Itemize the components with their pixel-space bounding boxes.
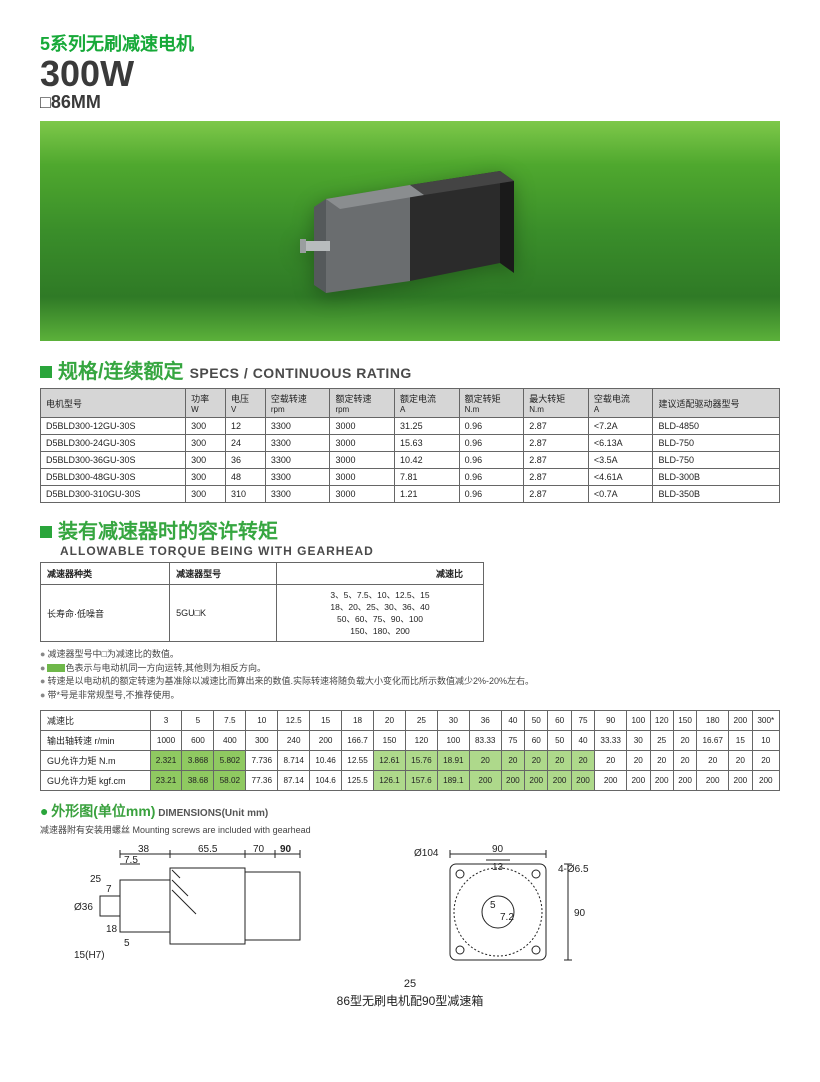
specs-col: 最大转矩N.m xyxy=(524,389,589,418)
square-bullet-icon xyxy=(40,526,52,538)
svg-text:90: 90 xyxy=(280,844,292,855)
svg-text:25: 25 xyxy=(90,874,102,885)
gh-cell-model: 5GU□K xyxy=(170,585,277,642)
green-chip-icon xyxy=(47,664,65,672)
gh-col-2: 减速比 xyxy=(277,563,484,585)
gh-col-0: 减速器种类 xyxy=(41,563,170,585)
page-number: 25 xyxy=(40,978,780,990)
gearhead-table: 减速器种类 减速器型号 减速比 长寿命·低噪音 5GU□K 3、5、7.5、10… xyxy=(40,562,484,642)
frame-label: □86MM xyxy=(40,92,780,113)
svg-text:90: 90 xyxy=(492,844,504,855)
specs-row: D5BLD300-310GU-30S300310330030001.210.96… xyxy=(41,486,780,503)
svg-text:38: 38 xyxy=(138,844,150,855)
svg-text:18: 18 xyxy=(106,924,118,935)
svg-text:65.5: 65.5 xyxy=(198,844,218,855)
specs-heading-cn: 规格/连续额定 xyxy=(58,355,184,384)
svg-text:4-Ø6.5: 4-Ø6.5 xyxy=(558,864,589,875)
note-1: 色表示与电动机同一方向运转,其他则为相反方向。 xyxy=(65,663,266,673)
dim-heading-en: DIMENSIONS(Unit mm) xyxy=(158,808,268,819)
svg-text:5: 5 xyxy=(490,900,496,911)
note-0: 减速器型号中□为减速比的数值。 xyxy=(47,649,178,659)
dim-note: 减速器附有安装用螺丝 Mounting screws are included … xyxy=(40,823,780,836)
dimension-drawings: 38 65.5 70 90 7.5 25 7 Ø36 18 5 15(H7) xyxy=(40,840,780,970)
footer-caption: 86型无刷电机配90型减速箱 xyxy=(40,992,780,1009)
note-2: 转速是以电动机的额定转速为基准除以减速比而算出来的数值.实际转速将随负载大小变化… xyxy=(47,676,534,686)
torque-heading-cn: 装有减速器时的容许转矩 xyxy=(58,515,278,544)
specs-col: 电压V xyxy=(225,389,265,418)
specs-heading-en: SPECS / CONTINUOUS RATING xyxy=(190,365,412,381)
specs-col: 额定电流A xyxy=(395,389,460,418)
svg-text:Ø104: Ø104 xyxy=(414,848,439,859)
specs-col: 功率W xyxy=(186,389,226,418)
svg-text:70: 70 xyxy=(253,844,265,855)
svg-text:5: 5 xyxy=(124,938,130,949)
specs-row: D5BLD300-48GU-30S30048330030007.810.962.… xyxy=(41,469,780,486)
torque-heading: 装有减速器时的容许转矩 xyxy=(40,515,780,544)
specs-table: 电机型号功率W电压V空载转速rpm额定转速rpm额定电流A额定转矩N.m最大转矩… xyxy=(40,388,780,503)
page-title: 5系列无刷减速电机 300W □86MM xyxy=(40,30,780,113)
gh-cell-type: 长寿命·低噪音 xyxy=(41,585,170,642)
torque-heading-en: ALLOWABLE TORQUE BEING WITH GEARHEAD xyxy=(40,544,780,558)
notes-block: ●减速器型号中□为减速比的数值。 ●色表示与电动机同一方向运转,其他则为相反方向… xyxy=(40,648,780,702)
svg-text:13: 13 xyxy=(492,862,504,873)
specs-col: 空载电流A xyxy=(588,389,653,418)
specs-col: 额定转矩N.m xyxy=(459,389,524,418)
note-3: 带*号是非常规型号,不推荐使用。 xyxy=(47,690,179,700)
specs-row: D5BLD300-12GU-30S300123300300031.250.962… xyxy=(41,418,780,435)
dim-heading-cn: 外形图(单位mm) xyxy=(51,803,155,819)
gh-cell-ratios: 3、5、7.5、10、12.5、15 18、20、25、30、36、40 50、… xyxy=(277,585,484,642)
gh-col-1: 减速器型号 xyxy=(170,563,277,585)
specs-col: 空载转速rpm xyxy=(265,389,330,418)
specs-row: D5BLD300-24GU-30S300243300300015.630.962… xyxy=(41,435,780,452)
dimensions-heading: ● 外形图(单位mm) DIMENSIONS(Unit mm) xyxy=(40,801,780,821)
specs-heading: 规格/连续额定 SPECS / CONTINUOUS RATING xyxy=(40,355,780,384)
specs-col: 电机型号 xyxy=(41,389,186,418)
specs-row: D5BLD300-36GU-30S300363300300010.420.962… xyxy=(41,452,780,469)
dim-front-view: Ø104 90 13 4-Ø6.5 5 7.2 90 xyxy=(400,840,620,970)
power-label: 300W xyxy=(40,56,780,92)
torque-table: 减速比357.51012.515182025303640506075901001… xyxy=(40,710,780,791)
series-label: 5系列无刷减速电机 xyxy=(40,34,194,54)
svg-text:7.5: 7.5 xyxy=(124,855,138,866)
dim-side-view: 38 65.5 70 90 7.5 25 7 Ø36 18 5 15(H7) xyxy=(70,840,350,970)
svg-text:7: 7 xyxy=(106,884,112,895)
svg-text:15(H7): 15(H7) xyxy=(74,950,105,961)
specs-col: 额定转速rpm xyxy=(330,389,395,418)
specs-col: 建议适配驱动器型号 xyxy=(653,389,780,418)
svg-text:90: 90 xyxy=(574,908,586,919)
svg-text:7.2: 7.2 xyxy=(500,912,514,923)
square-bullet-icon xyxy=(40,366,52,378)
hero-image xyxy=(40,121,780,341)
svg-text:Ø36: Ø36 xyxy=(74,902,93,913)
